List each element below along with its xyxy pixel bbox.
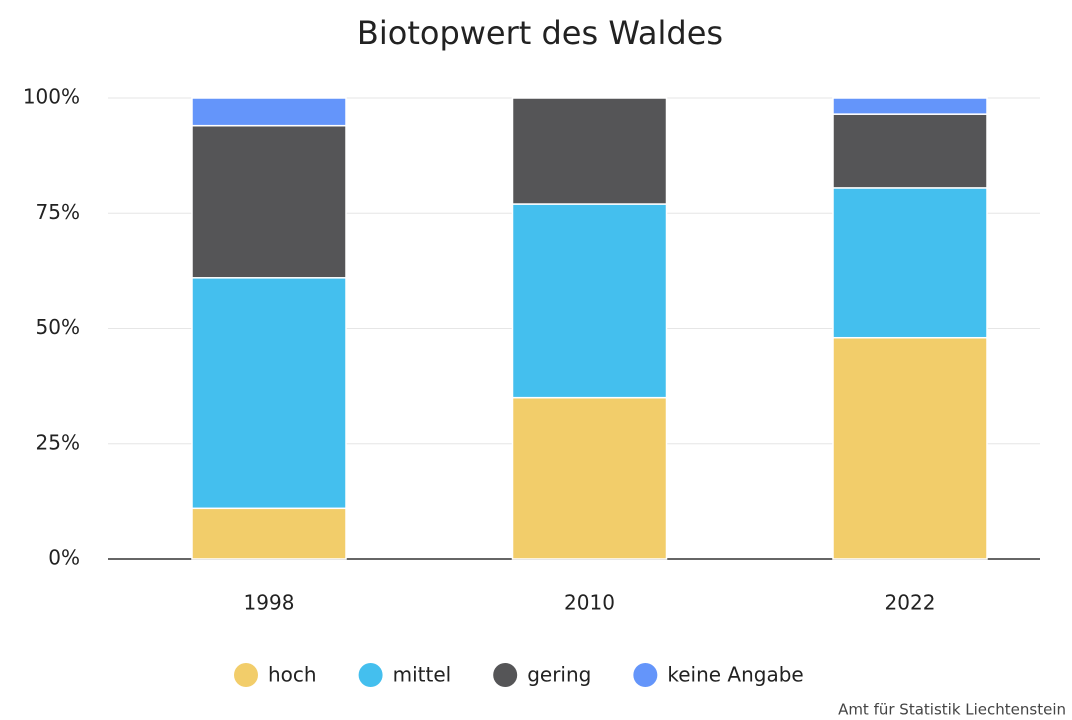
y-tick-label: 25%: [36, 430, 80, 454]
bar-segment: [191, 277, 347, 510]
y-tick-label: 75%: [36, 200, 80, 224]
bar-segment: [191, 97, 347, 127]
bar-segment: [832, 336, 988, 560]
legend-label: mittel: [393, 663, 452, 687]
legend-swatch: [633, 663, 658, 687]
bar-segment: [511, 396, 668, 560]
bar-segment: [511, 97, 668, 205]
chart-title: Biotopwert des Waldes: [357, 14, 723, 52]
y-tick-label: 0%: [48, 546, 80, 570]
bar-segment: [832, 97, 988, 115]
legend-label: keine Angabe: [667, 663, 803, 687]
y-tick-label: 100%: [23, 85, 80, 109]
x-tick-label: 2022: [885, 591, 936, 615]
x-tick-label: 2010: [564, 591, 615, 615]
bar-segment: [832, 113, 988, 189]
legend-swatch: [493, 663, 518, 687]
legend-label: gering: [527, 663, 591, 687]
legend-swatch: [234, 663, 258, 687]
bar-segment: [832, 187, 988, 339]
legend-swatch: [358, 663, 383, 687]
bar-segment: [191, 507, 347, 560]
bar-segment: [191, 124, 347, 279]
source: Amt für Statistik Liechtenstein: [838, 701, 1066, 719]
bar-segment: [511, 203, 668, 399]
x-tick-label: 1998: [244, 591, 295, 615]
y-tick-label: 50%: [36, 315, 80, 339]
legend-label: hoch: [268, 663, 317, 687]
